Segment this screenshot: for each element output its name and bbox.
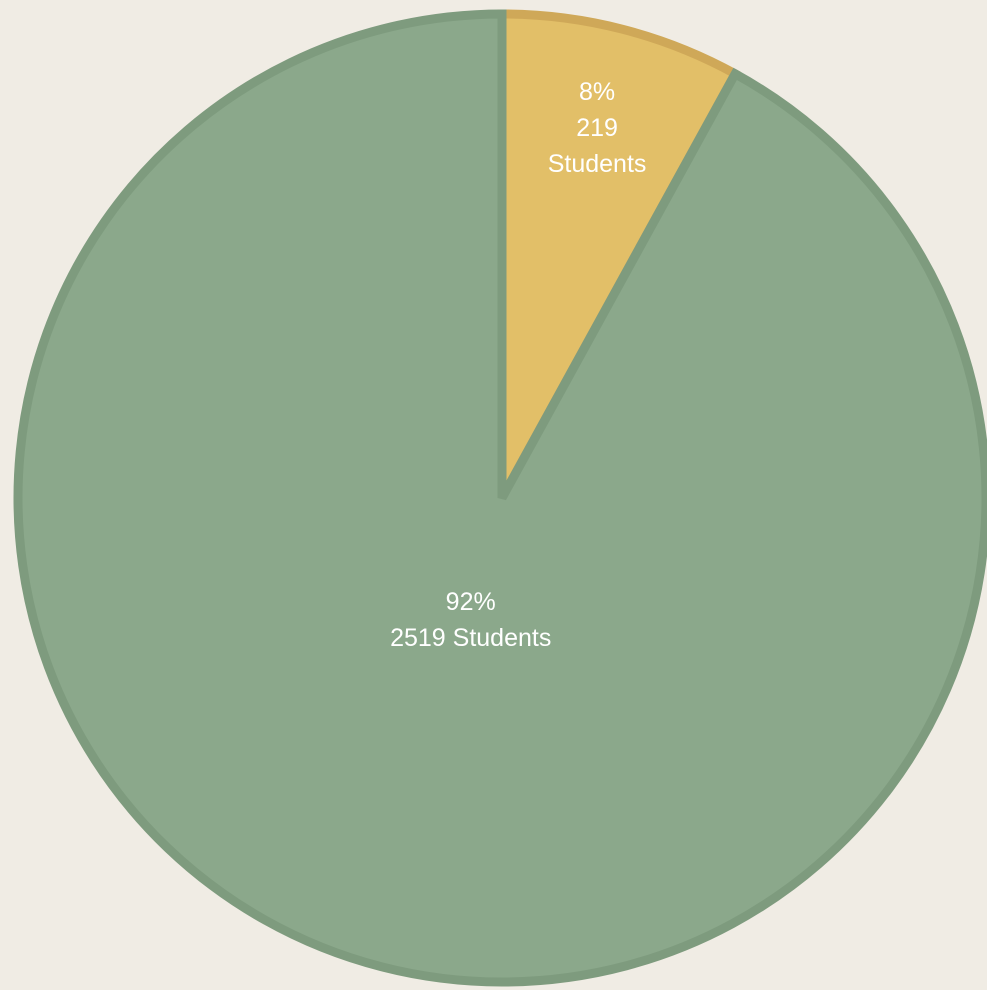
pie-slice: [497, 9, 742, 501]
value-label: 2519 Students: [390, 623, 552, 652]
percent-label: 8%: [578, 77, 616, 106]
data-label: 92% 2519 Students: [341, 584, 601, 656]
pie-slice: [13, 9, 987, 987]
percent-label: 92%: [445, 587, 496, 616]
value-label: 219 Students: [547, 113, 647, 178]
data-label: 8% 219 Students: [527, 74, 667, 182]
